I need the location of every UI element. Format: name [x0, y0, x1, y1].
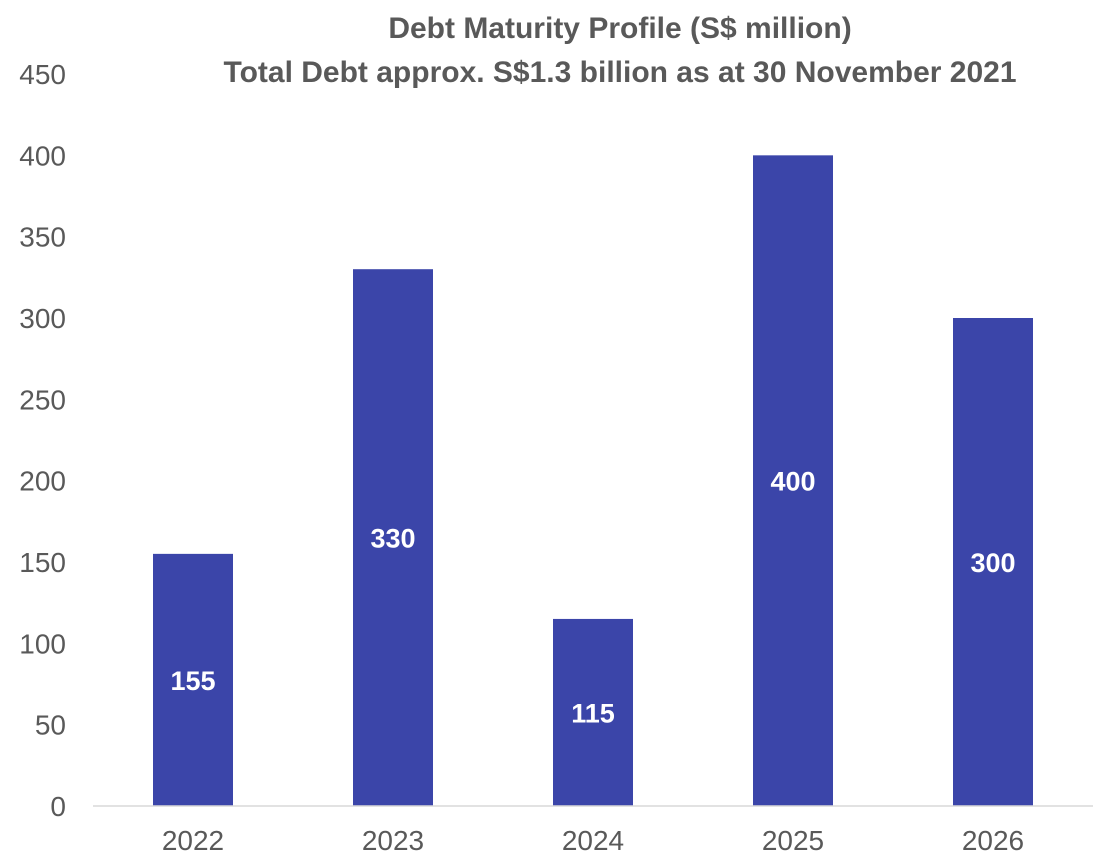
y-tick-label: 50: [35, 710, 66, 741]
chart-title: Debt Maturity Profile (S$ million): [388, 12, 851, 45]
y-tick-label: 250: [19, 384, 66, 415]
x-tick-label: 2023: [362, 825, 424, 855]
bar-data-label: 300: [970, 548, 1015, 578]
y-tick-label: 300: [19, 303, 66, 334]
x-axis: 2022 2023 2024 2025 2026: [162, 825, 1024, 855]
data-labels-group: 155 330 115 400 300: [170, 467, 1015, 729]
chart-subtitle: Total Debt approx. S$1.3 billion as at 3…: [223, 56, 1016, 89]
x-tick-label: 2024: [562, 825, 624, 855]
y-tick-label: 100: [19, 628, 66, 659]
bar: [953, 318, 1033, 806]
bar: [353, 269, 433, 806]
bar: [153, 553, 233, 806]
bars-group: [153, 155, 1033, 807]
bar-data-label: 330: [370, 524, 415, 554]
x-tick-label: 2022: [162, 825, 224, 855]
y-tick-label: 450: [19, 59, 66, 90]
y-tick-label: 0: [50, 791, 66, 822]
x-tick-label: 2026: [962, 825, 1024, 855]
y-tick-label: 150: [19, 547, 66, 578]
bar-data-label: 155: [170, 666, 215, 696]
bar: [553, 618, 633, 806]
x-tick-label: 2025: [762, 825, 824, 855]
y-tick-label: 350: [19, 222, 66, 253]
bar: [753, 155, 833, 807]
y-axis: 0 50 100 150 200 250 300 350 400 450: [19, 59, 66, 822]
bar-data-label: 400: [770, 467, 815, 497]
y-tick-label: 400: [19, 140, 66, 171]
y-tick-label: 200: [19, 466, 66, 497]
bar-data-label: 115: [571, 698, 615, 728]
